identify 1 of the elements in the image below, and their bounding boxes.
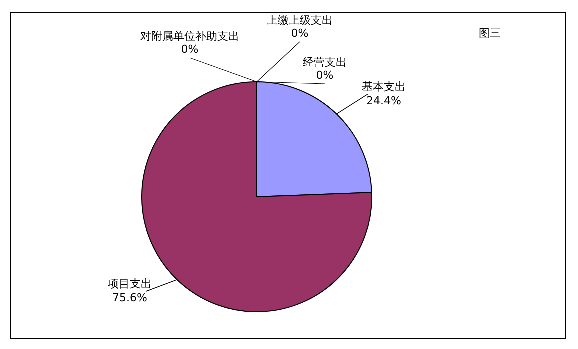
title: 图三 [479, 27, 501, 40]
